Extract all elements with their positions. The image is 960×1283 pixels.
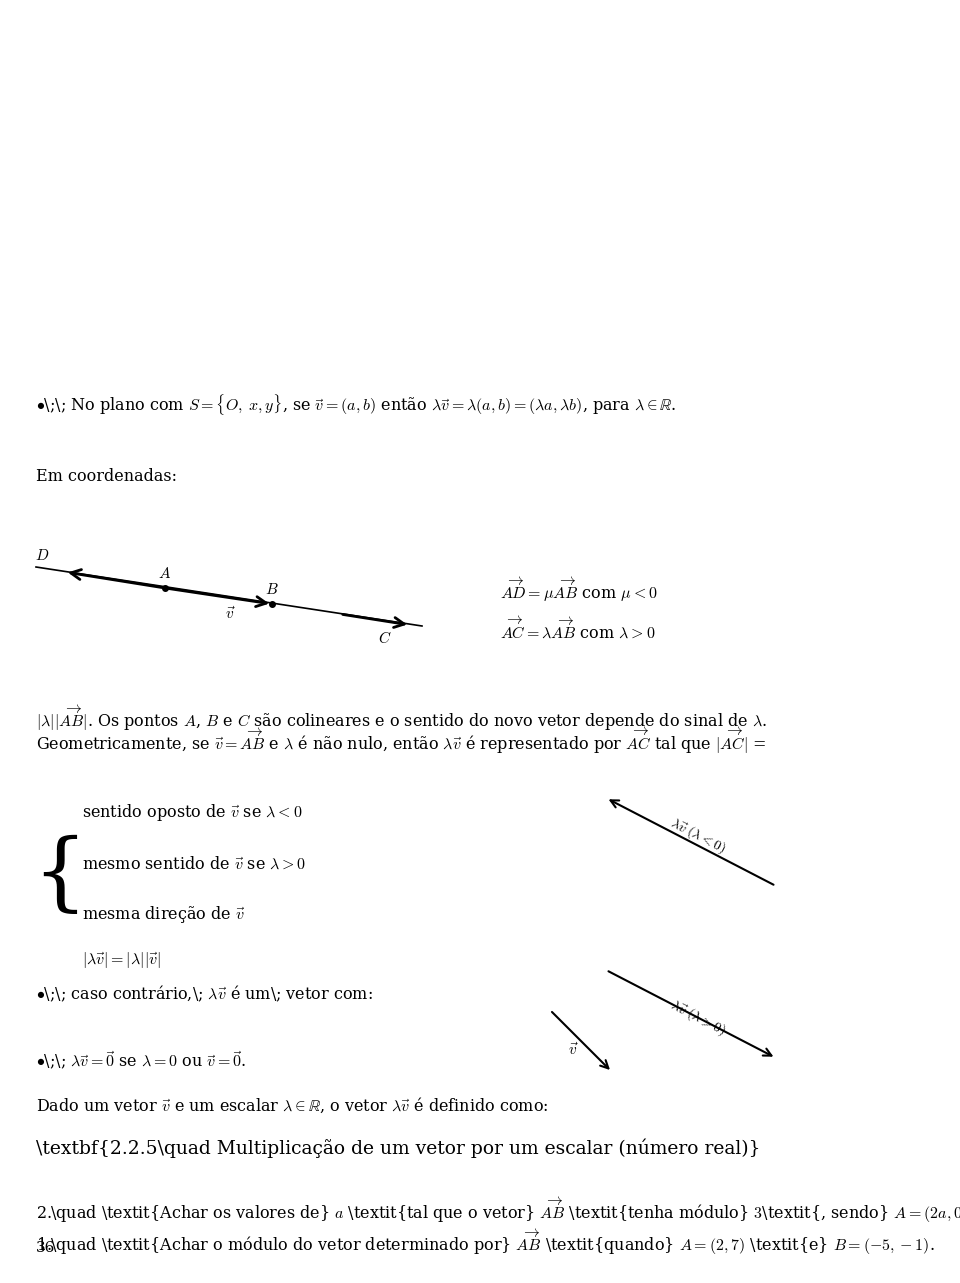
Text: sentido oposto de $\vec{v}$ se $\lambda < 0$: sentido oposto de $\vec{v}$ se $\lambda … <box>82 802 302 822</box>
Text: Geometricamente, se $\vec{v} = \overrightarrow{AB}$ e $\lambda$ é não nulo, entã: Geometricamente, se $\vec{v} = \overrigh… <box>36 726 766 757</box>
Text: $A$: $A$ <box>158 566 172 581</box>
Text: Em coordenadas:: Em coordenadas: <box>36 468 177 485</box>
Text: 36: 36 <box>36 1241 56 1255</box>
Text: $|\lambda||\overrightarrow{AB}|$. Os pontos $A$, $B$ e $C$ são colineares e o se: $|\lambda||\overrightarrow{AB}|$. Os pon… <box>36 704 767 734</box>
Text: $\overrightarrow{AC} = \lambda\overrightarrow{AB}$ com $\lambda > 0$: $\overrightarrow{AC} = \lambda\overright… <box>500 616 656 642</box>
Text: $\overrightarrow{AD} = \mu\overrightarrow{AB}$ com $\mu < 0$: $\overrightarrow{AD} = \mu\overrightarro… <box>500 576 658 604</box>
Text: $\lambda\vec{v}\;(\lambda > 0)$: $\lambda\vec{v}\;(\lambda > 0)$ <box>667 997 729 1039</box>
Text: $D$: $D$ <box>35 548 49 563</box>
Text: mesmo sentido de $\vec{v}$ se $\lambda > 0$: mesmo sentido de $\vec{v}$ se $\lambda >… <box>82 856 306 872</box>
Text: $C$: $C$ <box>378 630 392 647</box>
Text: Dado um vetor $\vec{v}$ e um escalar $\lambda \in \mathbb{R}$, o vetor $\lambda\: Dado um vetor $\vec{v}$ e um escalar $\l… <box>36 1096 548 1115</box>
Text: $\bullet$\;\; caso contrário,\; $\lambda\vec{v}$ é um\; vetor com:: $\bullet$\;\; caso contrário,\; $\lambda… <box>36 984 372 1005</box>
Text: 2.\quad \textit{Achar os valores de} $a$ \textit{tal que o vetor} $\overrightarr: 2.\quad \textit{Achar os valores de} $a$… <box>36 1196 960 1225</box>
Text: $\bullet$\;\; No plano com $S = \{O,\; x, y\}$, se $\vec{v} = (a, b)$ então $\la: $\bullet$\;\; No plano com $S = \{O,\; x… <box>36 393 677 417</box>
Text: \textbf{2.2.5\quad Multiplicação de um vetor por um escalar (número real)}: \textbf{2.2.5\quad Multiplicação de um v… <box>36 1138 760 1157</box>
Text: $\lambda\vec{v}\;(\lambda < 0)$: $\lambda\vec{v}\;(\lambda < 0)$ <box>667 815 729 857</box>
Text: $\vec{v}$: $\vec{v}$ <box>226 606 235 622</box>
Text: $B$: $B$ <box>265 582 278 597</box>
Text: $\vec{v}$: $\vec{v}$ <box>568 1042 578 1058</box>
Text: $\bullet$\;\; $\lambda\vec{v} = \vec{0}$ se $\lambda = 0$ ou $\vec{v} = \vec{0}$: $\bullet$\;\; $\lambda\vec{v} = \vec{0}$… <box>36 1049 247 1073</box>
Text: 1.\quad \textit{Achar o módulo do vetor determinado por} $\overrightarrow{AB}$ \: 1.\quad \textit{Achar o módulo do vetor … <box>36 1228 935 1257</box>
Text: mesma direção de $\vec{v}$: mesma direção de $\vec{v}$ <box>82 905 245 925</box>
Text: {: { <box>33 834 87 917</box>
Text: $|\lambda\vec{v}| = |\lambda||\vec{v}|$: $|\lambda\vec{v}| = |\lambda||\vec{v}|$ <box>82 949 160 970</box>
